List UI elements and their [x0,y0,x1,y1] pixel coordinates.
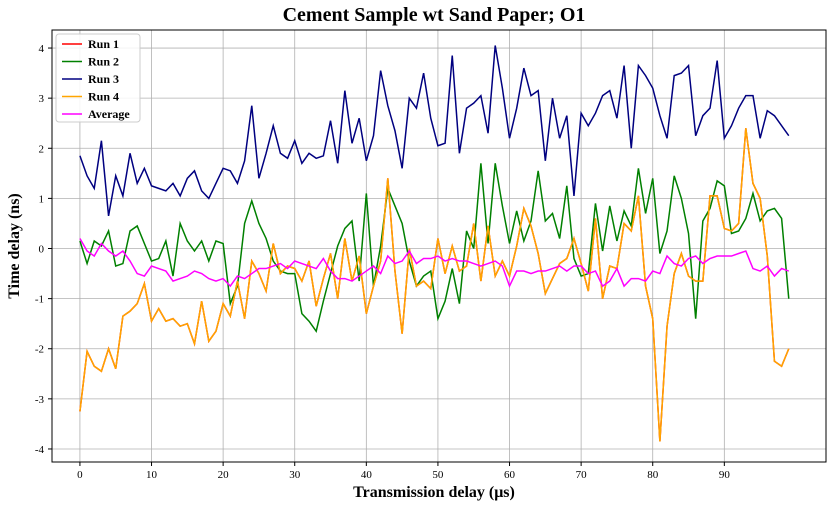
legend-box [55,33,141,123]
x-tick-label: 50 [432,469,444,481]
series-line [79,128,790,442]
series-line [79,238,790,289]
x-tick-label: 30 [289,469,301,481]
y-axis-label: Time delay (ns) [6,193,23,298]
series-line [79,45,790,217]
x-axis-label: Transmission delay (μs) [353,484,515,501]
x-tick-label: 10 [146,469,158,481]
y-tick-label: 4 [39,43,45,55]
y-tick-label: -2 [35,344,44,356]
chart-title: Cement Sample wt Sand Paper; O1 [283,4,586,26]
series-line [79,128,790,442]
y-tick-label: 3 [39,93,45,105]
x-tick-label: 90 [719,469,731,481]
series-line [79,163,790,333]
x-tick-label: 40 [361,469,373,481]
x-tick-label: 0 [77,469,83,481]
legend-label: Run 3 [88,72,119,86]
y-tick-label: -1 [35,294,44,306]
y-tick-label: 0 [39,244,45,256]
y-tick-label: -3 [35,394,45,406]
legend-label: Average [88,107,130,121]
x-tick-label: 80 [647,469,659,481]
x-tick-label: 70 [576,469,588,481]
legend-label: Run 4 [88,90,119,104]
legend-label: Run 1 [88,37,119,51]
legend-label: Run 2 [88,55,119,69]
plot-frame [51,29,827,463]
y-tick-label: -4 [35,444,45,456]
y-tick-label: 1 [39,193,45,205]
legend: Run 1 Run 2 Run 3 Run 4 Average [55,33,141,123]
x-tick-label: 60 [504,469,516,481]
y-tick-label: 2 [39,143,45,155]
x-tick-label: 20 [218,469,230,481]
